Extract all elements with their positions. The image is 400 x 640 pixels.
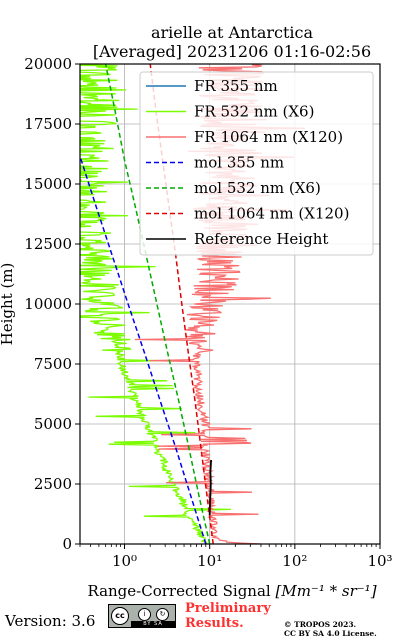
y-tick-label: 15000 [24,175,72,193]
version-label: Version: 3.6 [5,612,96,630]
x-tick-label: 10¹ [197,552,222,570]
preliminary-line-2: Results. [185,616,244,631]
legend-label-6: Reference Height [194,230,328,248]
legend-label-5: mol 1064 nm (X120) [194,205,349,223]
chart-subtitle: [Averaged] 20231206 01:16-02:56 [93,42,371,61]
sa-icon: ↻ [156,608,169,621]
chart-figure: arielle at Antarctica [Averaged] 2023120… [0,23,393,600]
x-tick-label: 10³ [367,552,392,570]
y-tick-label: 17500 [24,115,72,133]
y-tick-label: 0 [62,535,72,553]
x-axis-label-unit: [Mm⁻¹ * sr⁻¹] [276,582,377,600]
copyright-line-2: CC BY SA 4.0 License. [284,629,377,638]
y-tick-label: 10000 [24,295,72,313]
series-line-6 [208,459,212,516]
legend-label-4: mol 532 nm (X6) [194,179,321,197]
y-tick-label: 5000 [34,415,72,433]
y-tick-label: 2500 [34,475,72,493]
legend: FR 355 nm FR 532 nm (X6) FR 1064 nm (X120)… [139,71,374,256]
legend-label-3: mol 355 nm [194,154,284,172]
copyright-note: © TROPOS 2023. CC BY SA 4.0 License. [284,620,377,638]
cc-by-sa-license-icon: cc i ↻ BY SA [108,604,176,628]
preliminary-line-1: Preliminary [185,601,271,616]
x-tick-label: 10² [282,552,307,570]
x-axis-label-text: Range-Corrected Signal [87,582,270,600]
legend-label-1: FR 532 nm (X6) [194,103,314,121]
legend-label-0: FR 355 nm [194,77,278,95]
axes: 0 2500 5000 7500 10000 12500 15000 17500 20000 10… [24,55,392,570]
by-icon: i [138,608,151,621]
series-line-3 [80,154,207,544]
y-tick-label: 12500 [24,235,72,253]
series-line-1 [80,64,231,544]
legend-label-2: FR 1064 nm (X120) [194,128,343,146]
y-tick-label: 20000 [24,55,72,73]
copyright-line-1: © TROPOS 2023. [284,620,357,629]
license-band: BY SA [131,621,175,627]
x-axis-label: Range-Corrected Signal [Mm⁻¹ * sr⁻¹] [87,582,376,600]
legend-box [139,71,374,256]
chart-title: arielle at Antarctica [151,23,314,42]
series-line-4 [104,64,211,544]
y-tick-label: 7500 [34,355,72,373]
y-axis-label: Height (m) [0,263,16,346]
footer: Version: 3.6 cc i ↻ BY SA Preliminary Re… [0,600,400,640]
cc-icon: cc [111,607,129,625]
x-tick-label: 10⁰ [112,552,137,570]
preliminary-results-note: Preliminary Results. [185,601,271,631]
